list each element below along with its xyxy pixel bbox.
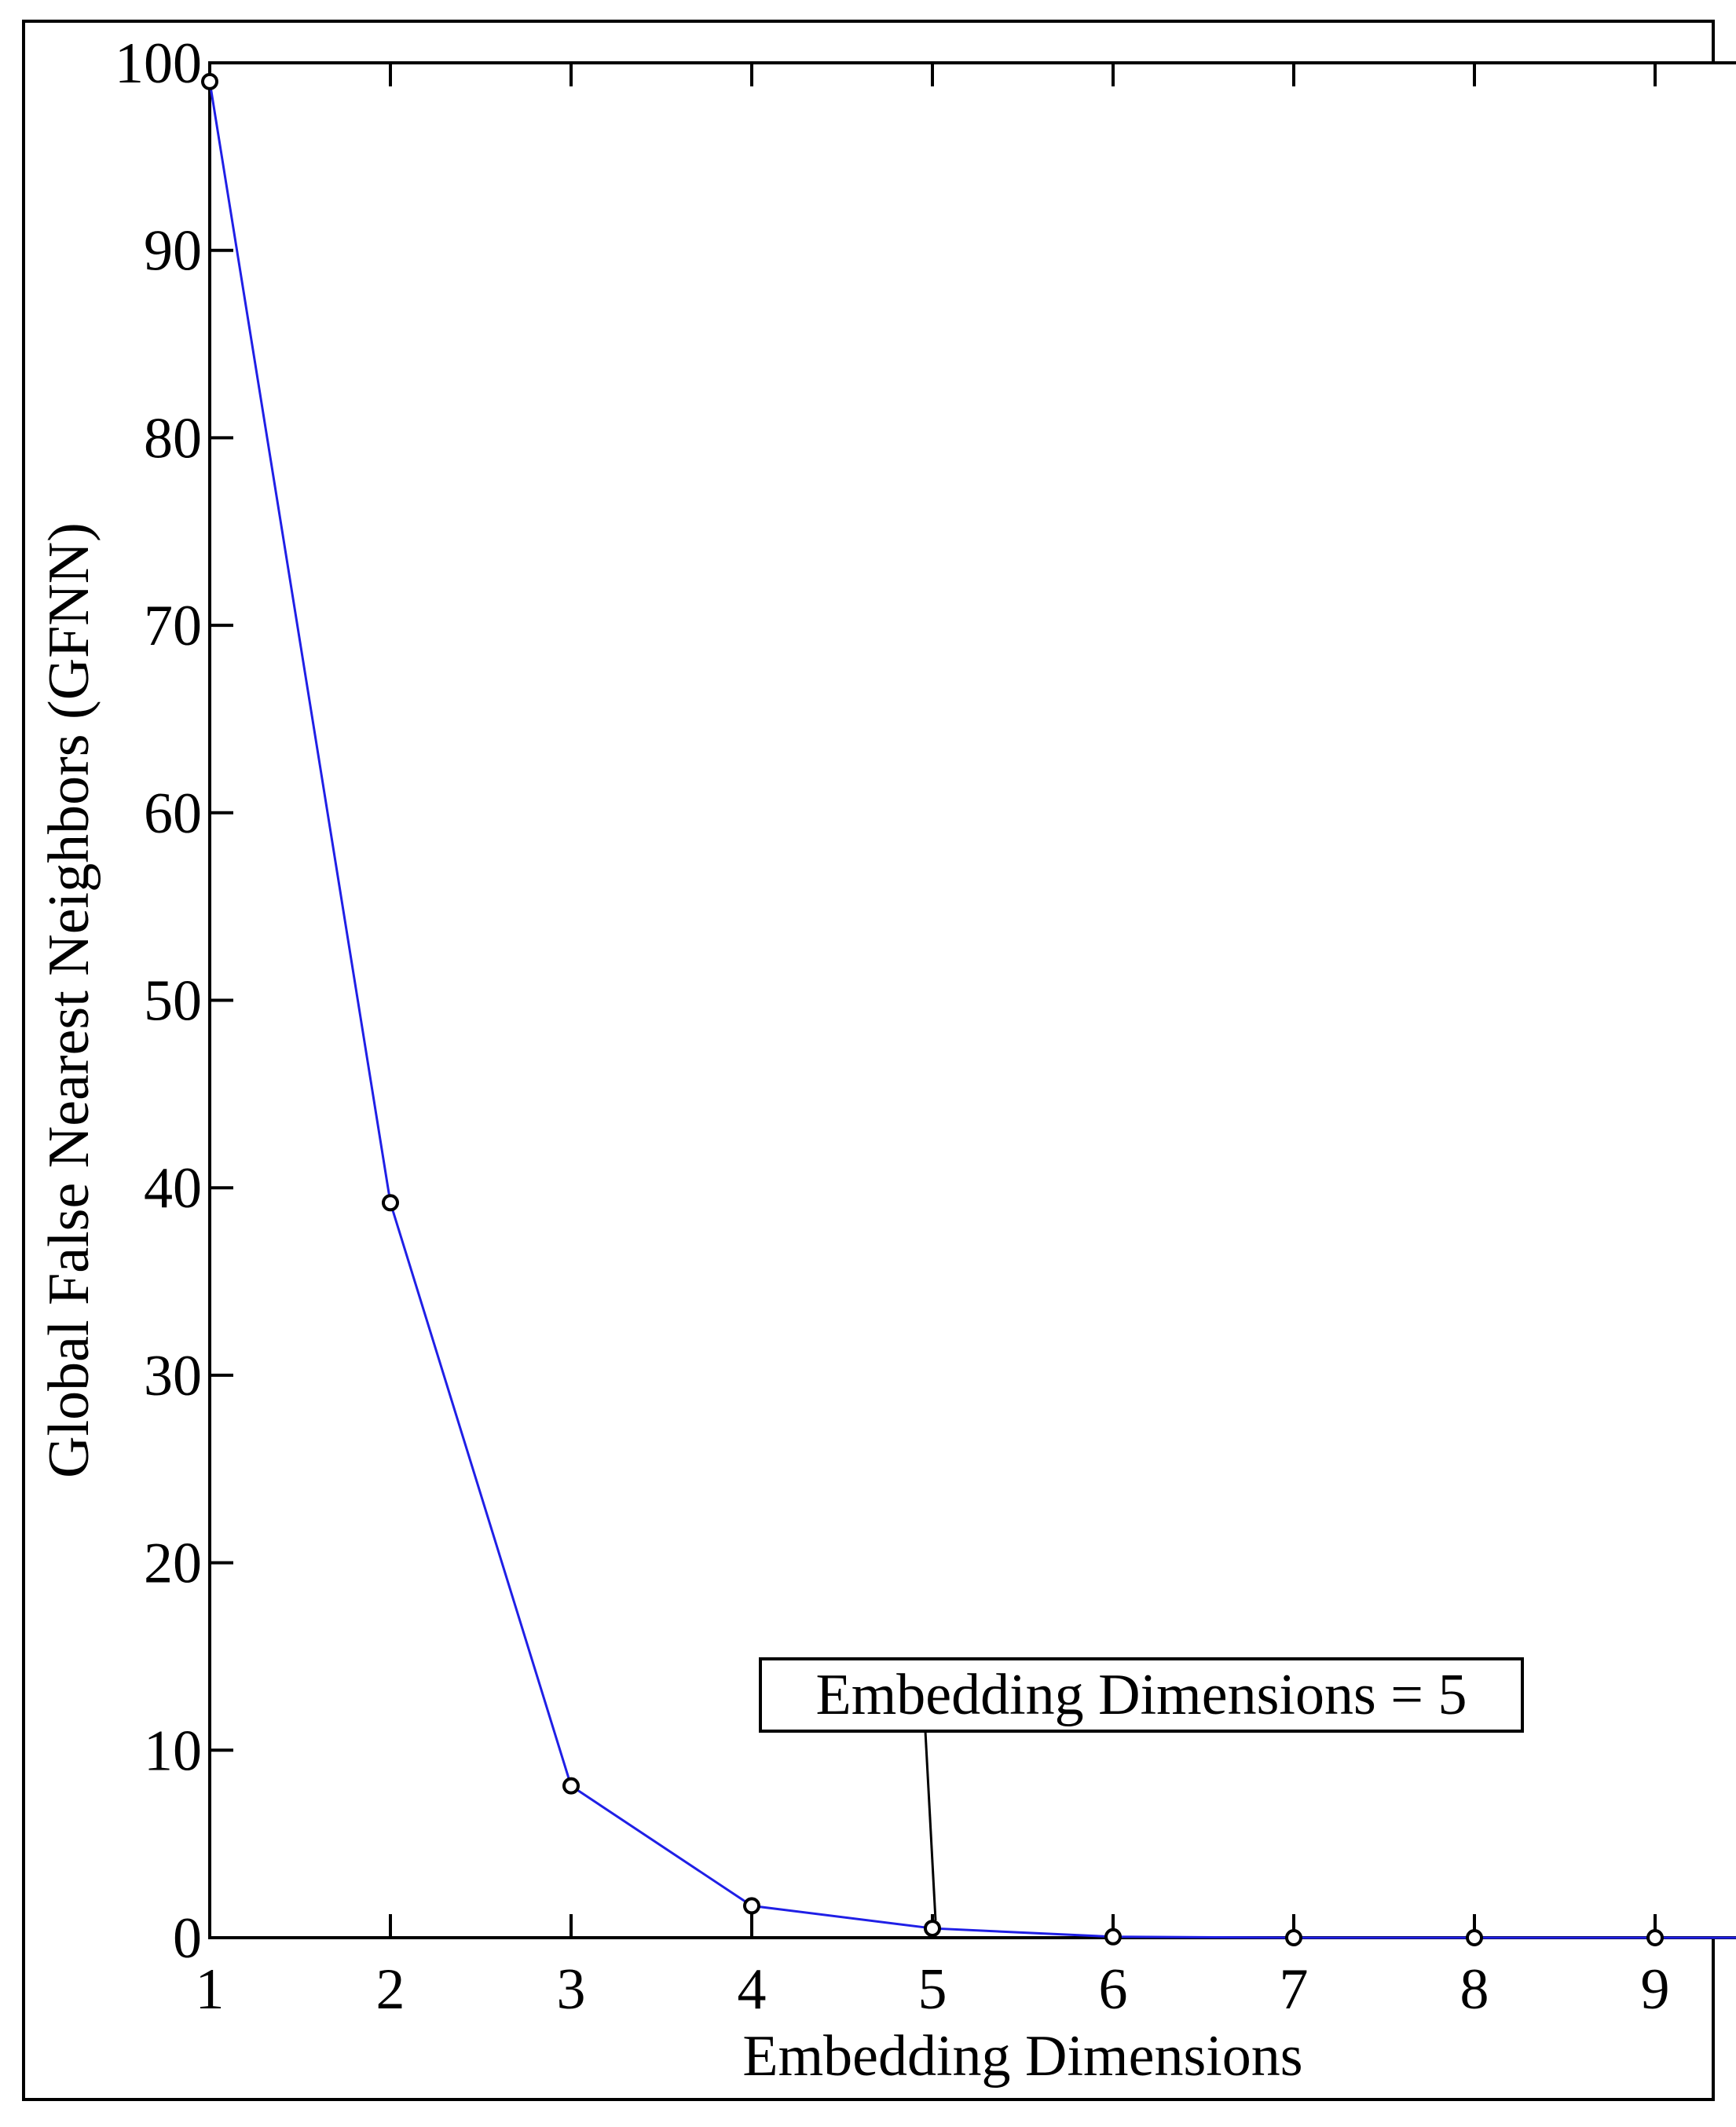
y-tick-label: 100 xyxy=(115,31,202,96)
y-axis-title: Global False Nearest Neighbors (GFNN) xyxy=(37,522,101,1478)
y-tick-label: 50 xyxy=(144,969,202,1034)
series-line xyxy=(208,81,1736,1939)
y-tick-label: 30 xyxy=(144,1344,202,1408)
y-tick-label: 40 xyxy=(144,1156,202,1221)
x-tick-label: 6 xyxy=(1099,1957,1128,2022)
data-point xyxy=(1646,1929,1664,1946)
annotation-text: Embedding Dimensions = 5 xyxy=(816,1663,1467,1727)
y-tick-label: 90 xyxy=(144,219,202,284)
annotation-arrow xyxy=(924,1730,937,1921)
annotation-box xyxy=(759,1657,1524,1733)
data-point xyxy=(201,72,218,90)
series-layer xyxy=(201,72,1736,1946)
data-point xyxy=(743,1897,760,1915)
data-point xyxy=(1466,1929,1483,1946)
x-tick-label: 2 xyxy=(376,1957,405,2022)
data-point xyxy=(562,1777,580,1795)
x-tick-label: 3 xyxy=(557,1957,586,2022)
y-tick-label: 0 xyxy=(173,1906,202,1971)
y-tick-label: 10 xyxy=(144,1719,202,1783)
y-tick-label: 70 xyxy=(144,594,202,658)
x-tick-label: 5 xyxy=(918,1957,947,2022)
x-tick-label: 1 xyxy=(196,1957,225,2022)
y-tick-label: 20 xyxy=(144,1532,202,1596)
x-axis-title: Embedding Dimensions xyxy=(742,2024,1302,2089)
data-point xyxy=(1104,1927,1122,1946)
plot-area xyxy=(208,61,1736,1939)
annotation: Embedding Dimensions = 5 xyxy=(759,1657,1524,1921)
data-point xyxy=(924,1920,941,1938)
x-tick-label: 8 xyxy=(1460,1957,1489,2022)
x-tick-label: 4 xyxy=(738,1957,767,2022)
data-point xyxy=(1285,1929,1302,1946)
y-tick-label: 60 xyxy=(144,782,202,846)
y-tick-label: 80 xyxy=(144,406,202,470)
data-point xyxy=(382,1194,399,1212)
x-tick-label: 9 xyxy=(1641,1957,1670,2022)
tick-labels: 123456789100102030405060708090100 xyxy=(115,31,1670,2022)
x-tick-label: 7 xyxy=(1280,1957,1309,2022)
